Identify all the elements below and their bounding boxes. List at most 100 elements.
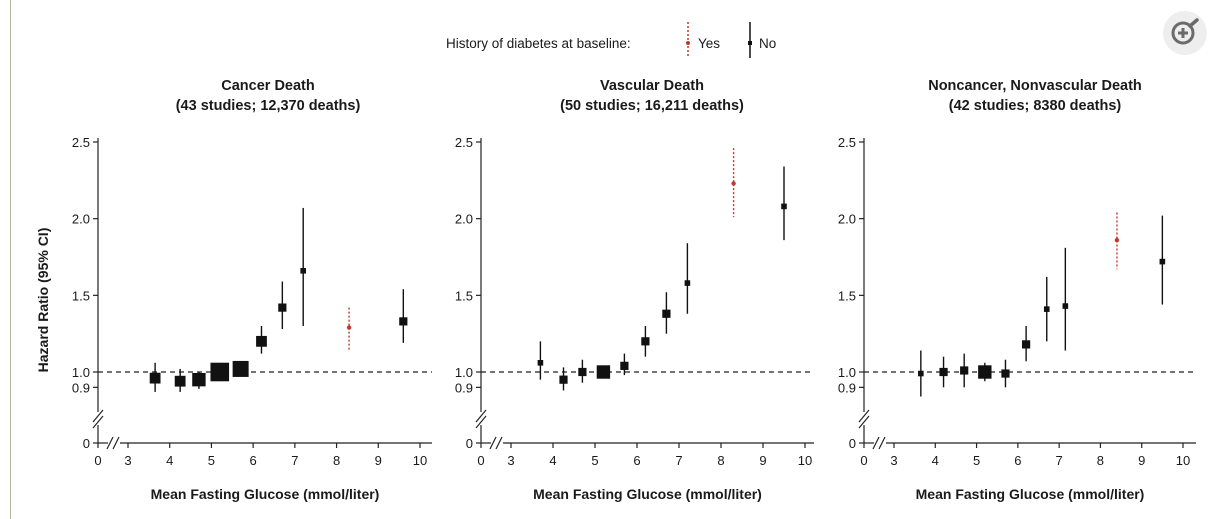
hazard-ratio-marker [1043, 306, 1050, 312]
x-tick-label: 10 [798, 453, 812, 468]
panel-title: Vascular Death [600, 78, 704, 94]
hazard-ratio-marker [978, 365, 992, 379]
hazard-ratio-marker [346, 325, 352, 330]
data-point-diabetes-no [684, 243, 691, 314]
x-tick-label: 5 [973, 453, 980, 468]
y-tick-label: 1.5 [838, 288, 856, 303]
hazard-ratio-marker [192, 372, 206, 387]
hazard-ratio-marker [1062, 303, 1069, 309]
legend-no-marker-icon [748, 41, 752, 45]
hazard-ratio-marker [620, 361, 629, 370]
hazard-ratio-marker [1159, 258, 1166, 265]
hazard-ratio-marker [278, 303, 287, 312]
y-axis-break-mark [858, 415, 870, 429]
hazard-ratio-marker [781, 203, 787, 210]
x-tick-label: 4 [549, 453, 556, 468]
x-tick-label: 6 [250, 453, 257, 468]
x-tick-label: 7 [1056, 453, 1063, 468]
x-tick-label: 8 [717, 453, 724, 468]
x-tick-label: 0 [860, 453, 867, 468]
hazard-ratio-marker [256, 335, 267, 347]
data-point-diabetes-no [1043, 276, 1050, 342]
hazard-ratio-marker [641, 337, 650, 346]
y-tick-label: 2.5 [838, 135, 856, 150]
data-point-diabetes-no [559, 367, 568, 391]
hazard-ratio-marker [731, 181, 736, 186]
data-point-diabetes-no [300, 207, 306, 326]
hazard-ratio-marker [684, 280, 691, 286]
data-point-diabetes-no [781, 166, 787, 241]
y-tick-label: 0 [849, 436, 856, 451]
legend-no-label: No [759, 36, 776, 51]
hazard-ratio-marker [537, 360, 544, 366]
x-tick-label: 5 [208, 453, 215, 468]
hazard-ratio-marker [174, 375, 186, 387]
legend-yes-label: Yes [698, 36, 720, 51]
data-point-diabetes-no [537, 341, 544, 380]
x-tick-label: 9 [375, 453, 382, 468]
panel-noncancer-nonvascular-death: Noncancer, Nonvascular Death (42 studies;… [838, 78, 1196, 502]
data-point-diabetes-yes [1114, 212, 1120, 270]
x-tick-label: 10 [1176, 453, 1190, 468]
y-tick-label: 1.0 [72, 365, 90, 380]
hazard-ratio-marker [918, 370, 924, 377]
x-axis-break-mark [878, 436, 886, 450]
x-tick-label: 7 [675, 453, 682, 468]
x-axis-break-mark [112, 436, 120, 450]
data-point-diabetes-no [596, 365, 611, 379]
y-tick-label: 0.9 [838, 380, 856, 395]
x-tick-label: 4 [932, 453, 939, 468]
panel-subtitle: (43 studies; 12,370 deaths) [176, 98, 361, 114]
panel-vascular-death: Vascular Death (50 studies; 16,211 deaths… [455, 78, 814, 502]
data-point-diabetes-no [232, 360, 249, 377]
x-tick-label: 10 [413, 453, 427, 468]
y-tick-label: 2.0 [455, 212, 473, 227]
x-tick-label: 4 [166, 453, 173, 468]
y-tick-label: 1.0 [838, 365, 856, 380]
y-axis-break-mark [475, 415, 487, 429]
data-point-diabetes-no [960, 353, 969, 388]
x-tick-label: 9 [759, 453, 766, 468]
data-point-diabetes-no [149, 362, 161, 392]
data-point-diabetes-no [174, 368, 186, 392]
data-point-diabetes-no [256, 326, 267, 354]
y-tick-label: 1.5 [455, 288, 473, 303]
hazard-ratio-marker [1001, 369, 1010, 378]
panel-cancer-death: Cancer Death (43 studies; 12,370 deaths) 0… [72, 78, 432, 502]
data-point-diabetes-yes [731, 148, 736, 218]
page-frame-line [10, 0, 11, 519]
zoom-button[interactable] [1163, 11, 1207, 55]
legend-title: History of diabetes at baseline: [446, 36, 631, 51]
x-tick-label: 3 [507, 453, 514, 468]
x-tick-label: 8 [333, 453, 340, 468]
x-tick-label: 3 [890, 453, 897, 468]
x-axis-break-mark [872, 436, 880, 450]
hazard-ratio-marker [596, 365, 611, 379]
panel-subtitle: (42 studies; 8380 deaths) [949, 98, 1122, 114]
hazard-ratio-marker [149, 372, 161, 384]
hazard-ratio-marker [939, 367, 948, 377]
y-tick-label: 0.9 [72, 380, 90, 395]
x-tick-label: 6 [1014, 453, 1021, 468]
data-point-diabetes-no [939, 356, 948, 388]
y-axis-break-mark [475, 409, 487, 423]
y-tick-label: 0 [466, 436, 473, 451]
y-tick-label: 2.0 [838, 212, 856, 227]
x-tick-label: 8 [1097, 453, 1104, 468]
data-point-diabetes-no [399, 289, 408, 343]
hazard-ratio-marker [1114, 237, 1120, 243]
x-tick-label: 5 [591, 453, 598, 468]
y-tick-label: 2.5 [455, 135, 473, 150]
x-tick-label: 3 [124, 453, 131, 468]
hazard-ratio-marker [1022, 340, 1031, 349]
y-tick-label: 0 [83, 436, 90, 451]
hazard-ratio-marker [960, 366, 969, 375]
x-axis-label: Mean Fasting Glucose (mmol/liter) [916, 486, 1145, 502]
panel-title: Noncancer, Nonvascular Death [928, 78, 1142, 94]
y-tick-label: 1.0 [455, 365, 473, 380]
x-axis-label: Mean Fasting Glucose (mmol/liter) [151, 486, 380, 502]
x-tick-label: 0 [94, 453, 101, 468]
y-axis-break-mark [92, 409, 104, 423]
data-point-diabetes-no [210, 362, 230, 382]
data-point-diabetes-no [662, 292, 671, 334]
